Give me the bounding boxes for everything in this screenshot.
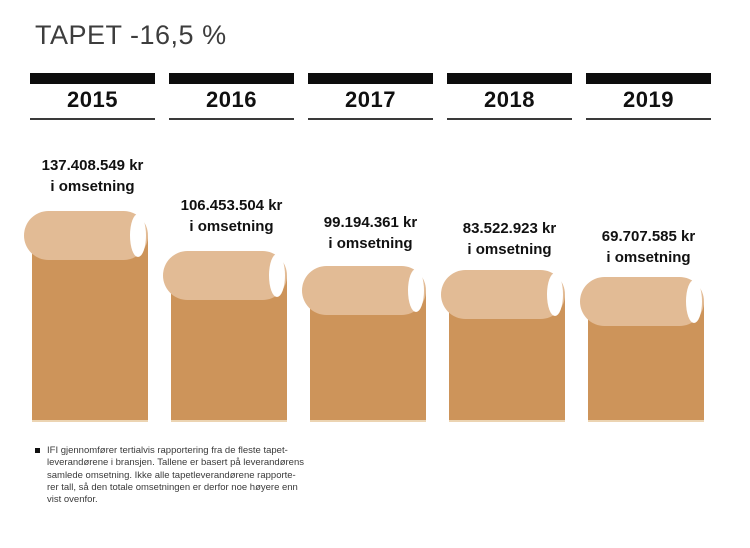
header-bar <box>169 73 294 84</box>
roll-core-icon <box>269 254 285 297</box>
year-label: 2018 <box>484 87 535 112</box>
revenue-unit: i omsetning <box>328 235 413 252</box>
footnote-line: samlede omsetning. Ikke alle tapetlevera… <box>47 469 296 481</box>
footnote-line: leverandørene i bransjen. Tallene er bas… <box>47 457 305 469</box>
value-label: 106.453.504 kr i omsetning <box>159 195 304 237</box>
value-label: 137.408.549 kr i omsetning <box>20 155 165 197</box>
roll-core-icon <box>408 269 424 312</box>
header-bar <box>30 73 155 84</box>
year-label: 2017 <box>345 87 396 112</box>
revenue-unit: i omsetning <box>50 178 135 195</box>
column-2015: 2015 137.408.549 kr i omsetning <box>24 73 155 422</box>
revenue-value: 83.522.923 kr <box>462 220 557 237</box>
column-2019: 2019 69.707.585 kr i omsetning <box>580 73 711 422</box>
value-label: 99.194.361 kr i omsetning <box>298 212 443 254</box>
year-label: 2016 <box>206 87 257 112</box>
column-2018: 2018 83.522.923 kr i omsetning <box>441 73 572 422</box>
wallpaper-sheet-bar <box>32 236 148 422</box>
column-2017: 2017 99.194.361 kr i omsetning <box>302 73 433 422</box>
wallpaper-sheet-bar <box>171 276 287 422</box>
column-2016: 2016 106.453.504 kr i omsetning <box>163 73 294 422</box>
footnote-line: rer tall, så den totale omsetningen er d… <box>47 481 298 493</box>
revenue-unit: i omsetning <box>467 241 552 258</box>
wallpaper-roll-icon <box>441 270 565 319</box>
year-underline <box>586 118 711 120</box>
year-underline <box>169 118 294 120</box>
footnote-text: IFI gjennomfører tertialvis rapportering… <box>47 445 304 506</box>
revenue-unit: i omsetning <box>189 218 274 235</box>
year-underline <box>308 118 433 120</box>
footnote: IFI gjennomfører tertialvis rapportering… <box>35 445 305 506</box>
wallpaper-roll-icon <box>580 277 704 326</box>
revenue-value: 69.707.585 kr <box>601 228 696 245</box>
year-underline <box>30 118 155 120</box>
year-label: 2015 <box>67 87 118 112</box>
footnote-line: IFI gjennomfører tertialvis rapportering… <box>47 445 288 456</box>
revenue-value: 99.194.361 kr <box>323 214 418 231</box>
year-underline <box>447 118 572 120</box>
roll-core-icon <box>547 273 563 316</box>
value-label: 69.707.585 kr i omsetning <box>576 226 721 268</box>
wallpaper-roll-icon <box>302 266 426 315</box>
roll-core-icon <box>686 280 702 323</box>
header-bar <box>586 73 711 84</box>
page-title: TAPET -16,5 % <box>35 20 227 50</box>
footnote-line: vist ovenfor. <box>47 494 98 506</box>
header-bar <box>308 73 433 84</box>
revenue-unit: i omsetning <box>606 249 691 266</box>
square-bullet-icon <box>35 448 40 453</box>
wallpaper-roll-icon <box>163 251 287 300</box>
header-bar <box>447 73 572 84</box>
revenue-value: 137.408.549 kr <box>41 157 144 174</box>
year-label: 2019 <box>623 87 674 112</box>
value-label: 83.522.923 kr i omsetning <box>437 218 582 260</box>
revenue-value: 106.453.504 kr <box>180 197 283 214</box>
wallpaper-roll-icon <box>24 211 148 260</box>
roll-core-icon <box>130 214 146 257</box>
